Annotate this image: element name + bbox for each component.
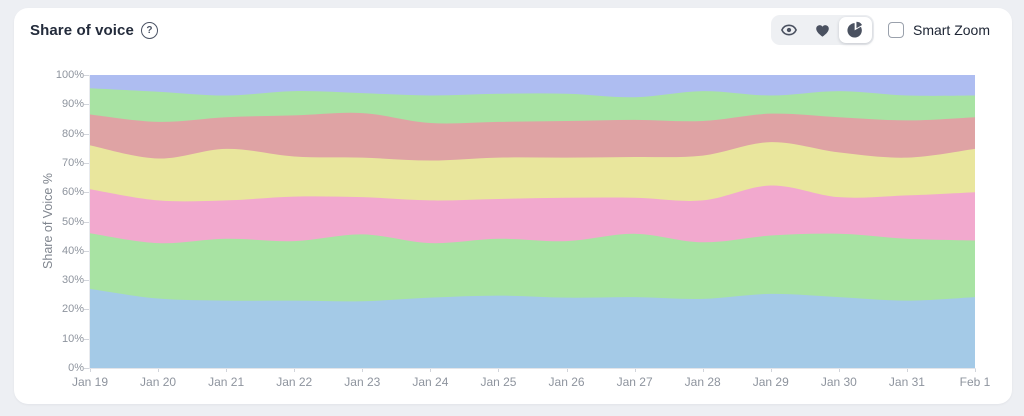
pie-chart-icon <box>847 21 863 38</box>
chart-type-button-group <box>770 15 874 45</box>
y-tick-label: 90% <box>61 98 84 111</box>
x-tick-label: Jan 31 <box>888 375 925 389</box>
x-tick-mark <box>430 368 432 372</box>
smart-zoom-control: Smart Zoom <box>887 22 990 38</box>
y-tick-label: 30% <box>61 274 84 287</box>
x-tick-label: Jan 21 <box>208 375 245 389</box>
x-tick-mark <box>362 368 364 372</box>
y-tick-label: 60% <box>61 186 84 199</box>
stacked-area-svg[interactable] <box>90 75 975 368</box>
x-tick-label: Jan 30 <box>820 375 857 389</box>
x-tick-label: Feb 1 <box>959 375 991 389</box>
y-tick-mark <box>84 338 89 340</box>
eye-view-button[interactable] <box>773 17 806 43</box>
x-tick-label: Jan 26 <box>548 375 585 389</box>
x-tick-label: Jan 28 <box>684 375 721 389</box>
y-tick-mark <box>84 104 89 106</box>
x-tick-mark <box>158 368 160 372</box>
x-tick-mark <box>906 368 908 372</box>
x-tick-mark <box>634 368 636 372</box>
y-tick-mark <box>84 309 89 311</box>
x-tick-mark <box>770 368 772 372</box>
x-tick-mark <box>90 368 91 372</box>
y-tick-mark <box>84 192 89 194</box>
y-tick-label: 100% <box>55 69 84 81</box>
x-tick-label: Jan 20 <box>140 375 177 389</box>
y-tick-label: 40% <box>61 244 84 257</box>
help-icon[interactable]: ? <box>140 22 158 39</box>
eye-icon <box>781 24 798 36</box>
x-tick-mark <box>838 368 840 372</box>
smart-zoom-label: Smart Zoom <box>912 22 990 38</box>
x-tick-mark <box>566 368 568 372</box>
x-tick-mark <box>294 368 296 372</box>
x-tick-label: Jan 29 <box>752 375 789 389</box>
x-tick-label: Jan 23 <box>344 375 381 389</box>
x-tick-label: Jan 25 <box>480 375 517 389</box>
y-tick-label: 80% <box>61 127 84 140</box>
x-axis-line <box>89 368 976 369</box>
chart-toolbar: Smart Zoom <box>770 14 990 46</box>
x-tick-label: Jan 24 <box>412 375 449 389</box>
x-tick-label: Jan 27 <box>616 375 653 389</box>
y-axis-line <box>89 75 90 368</box>
y-tick-mark <box>84 368 89 369</box>
smart-zoom-checkbox[interactable] <box>887 22 904 38</box>
x-tick-mark <box>702 368 704 372</box>
y-tick-mark <box>84 280 89 282</box>
y-tick-label: 70% <box>61 156 84 169</box>
y-tick-mark <box>84 162 89 164</box>
heart-view-button[interactable] <box>806 17 839 43</box>
x-tick-label: Jan 19 <box>71 375 109 389</box>
y-tick-label: 50% <box>61 215 84 228</box>
x-tick-mark <box>498 368 500 372</box>
y-tick-mark <box>84 221 89 223</box>
area-band-1-blue <box>90 288 975 368</box>
y-tick-mark <box>84 250 89 252</box>
x-tick-mark <box>975 368 976 372</box>
y-tick-label: 20% <box>61 303 84 316</box>
y-tick-mark <box>84 133 89 135</box>
y-tick-mark <box>84 75 89 76</box>
page-title: Share of voice <box>30 22 134 39</box>
pie-chart-view-button[interactable] <box>838 17 872 43</box>
y-tick-label: 10% <box>61 332 84 345</box>
x-tick-label: Jan 22 <box>276 375 313 389</box>
y-tick-label: 0% <box>68 362 84 374</box>
heart-icon <box>816 24 829 37</box>
x-tick-mark <box>226 368 228 372</box>
share-of-voice-card: Share of voice ? <box>14 8 1012 404</box>
card-title: Share of voice ? <box>30 22 158 39</box>
